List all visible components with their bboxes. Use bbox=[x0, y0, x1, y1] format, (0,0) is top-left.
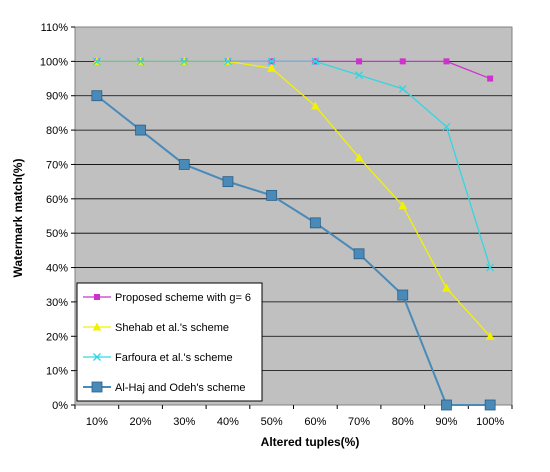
data-point bbox=[136, 57, 145, 66]
data-point bbox=[398, 84, 407, 93]
data-point bbox=[267, 63, 276, 72]
legend-item: Al-Haj and Odeh's scheme bbox=[83, 381, 246, 394]
y-axis-ticks: 0% 10% 20% 30% 40% 50% 60% 70% 80% 90% 100% 110% bbox=[40, 22, 75, 412]
x-tick-label: 100% bbox=[476, 416, 504, 428]
x-tick-label: 40% bbox=[217, 416, 239, 428]
y-tick-label: 110% bbox=[41, 22, 69, 34]
series-line bbox=[96, 60, 491, 268]
y-axis-title: Watermark match(%) bbox=[11, 159, 25, 278]
x-axis-title: Altered tuples(%) bbox=[261, 435, 360, 449]
data-point bbox=[486, 263, 495, 272]
y-tick-label: 20% bbox=[46, 331, 68, 343]
legend-marker bbox=[92, 322, 102, 331]
data-point bbox=[311, 57, 320, 66]
legend-item: Shehab et al.'s scheme bbox=[83, 322, 229, 334]
data-point bbox=[354, 153, 364, 162]
data-point bbox=[398, 201, 408, 210]
legend-label: Farfoura et al.'s scheme bbox=[115, 352, 233, 364]
data-point bbox=[91, 90, 103, 102]
data-point bbox=[223, 57, 232, 66]
data-point bbox=[178, 159, 190, 170]
data-point bbox=[353, 248, 365, 260]
data-point bbox=[443, 58, 450, 65]
legend-item: Farfoura et al.'s scheme bbox=[83, 352, 233, 364]
data-point bbox=[487, 75, 494, 82]
legend: Proposed scheme with g= 6 Shehab et al.'s… bbox=[76, 282, 263, 402]
x-axis-ticks: 10% 20% 30% 40% 50% 60% 70% 80% 90% 100% bbox=[74, 405, 513, 428]
y-tick-label: 100% bbox=[40, 56, 68, 68]
data-point bbox=[397, 289, 409, 301]
data-point bbox=[135, 124, 146, 136]
series-line bbox=[96, 94, 491, 406]
data-point bbox=[399, 58, 406, 65]
data-point bbox=[441, 399, 452, 411]
x-tick-label: 10% bbox=[86, 416, 108, 428]
y-tick-label: 30% bbox=[46, 297, 68, 309]
series-4 bbox=[91, 90, 496, 411]
x-tick-label: 70% bbox=[348, 416, 370, 428]
legend-item: Proposed scheme with g= 6 bbox=[83, 292, 251, 304]
legend-box bbox=[76, 282, 263, 402]
data-point bbox=[485, 331, 495, 340]
data-point bbox=[355, 71, 364, 80]
legend-marker bbox=[93, 353, 101, 361]
y-tick-label: 40% bbox=[46, 263, 68, 275]
series-3 bbox=[92, 57, 495, 272]
data-point bbox=[484, 399, 496, 411]
data-point bbox=[442, 283, 451, 292]
data-point bbox=[442, 122, 451, 131]
legend-label: Al-Haj and Odeh's scheme bbox=[115, 382, 246, 394]
series-group bbox=[91, 56, 496, 411]
data-point bbox=[267, 57, 276, 66]
y-tick-label: 80% bbox=[46, 125, 68, 137]
y-tick-label: 70% bbox=[46, 159, 68, 171]
y-tick-label: 90% bbox=[46, 91, 68, 103]
y-tick-label: 10% bbox=[46, 366, 68, 378]
legend-marker bbox=[91, 381, 103, 393]
legend-marker bbox=[94, 294, 100, 300]
y-tick-label: 0% bbox=[52, 400, 68, 412]
data-point bbox=[180, 57, 189, 66]
data-point bbox=[309, 217, 321, 229]
x-tick-label: 60% bbox=[304, 416, 326, 428]
legend-label: Shehab et al.'s scheme bbox=[115, 322, 229, 334]
data-point bbox=[311, 101, 320, 110]
x-tick-label: 50% bbox=[261, 416, 283, 428]
x-tick-label: 30% bbox=[173, 416, 195, 428]
data-point bbox=[356, 58, 363, 65]
x-tick-label: 20% bbox=[130, 416, 152, 428]
legend-label: Proposed scheme with g= 6 bbox=[115, 292, 251, 304]
x-tick-label: 80% bbox=[392, 416, 414, 428]
data-point bbox=[92, 57, 101, 66]
y-tick-label: 60% bbox=[46, 194, 68, 206]
x-tick-label: 90% bbox=[435, 416, 457, 428]
y-tick-label: 50% bbox=[46, 228, 68, 240]
data-point bbox=[266, 189, 278, 201]
data-point bbox=[222, 176, 234, 188]
